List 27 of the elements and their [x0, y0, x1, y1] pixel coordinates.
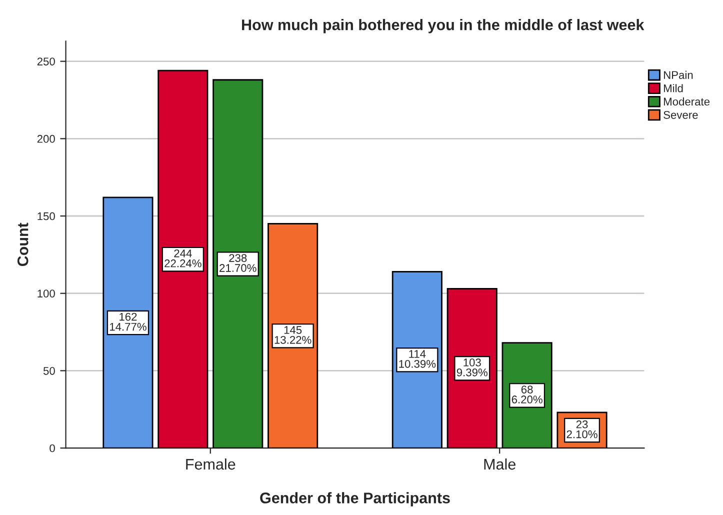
y-tick-label: 50	[43, 366, 55, 375]
bar	[268, 223, 318, 448]
data-label: 114 10.39%	[399, 350, 436, 368]
y-tick-label: 200	[37, 134, 55, 143]
x-tick-label: Female	[186, 458, 236, 470]
legend-label: Severe	[664, 110, 698, 119]
data-label: 244 22.24%	[164, 249, 202, 268]
legend-label: Mild	[664, 84, 683, 92]
bar	[158, 70, 208, 448]
data-label: 103 9.39%	[456, 358, 488, 376]
data-label: 162 14.77%	[110, 312, 146, 331]
data-label: 68 6.20%	[512, 386, 542, 404]
data-label: 238 21.70%	[220, 254, 256, 272]
y-tick-label: 0	[50, 444, 55, 452]
bar	[102, 196, 154, 448]
legend-label: NPain	[664, 70, 693, 79]
x-tick-label: Male	[484, 458, 516, 470]
legend-label: Moderate	[664, 97, 710, 106]
y-tick-label: 250	[37, 58, 55, 66]
chart-title: How much pain bothered you in the middle of last week	[242, 19, 644, 34]
y-tick-label: 150	[38, 212, 55, 220]
data-label: 145 13.22%	[274, 326, 312, 344]
x-axis-title: Gender of the Participants	[260, 492, 450, 506]
data-label: 23 2.10%	[566, 420, 598, 438]
bar	[212, 79, 264, 448]
y-tick-label: 100	[38, 290, 55, 298]
y-axis-title: Count	[17, 222, 28, 266]
